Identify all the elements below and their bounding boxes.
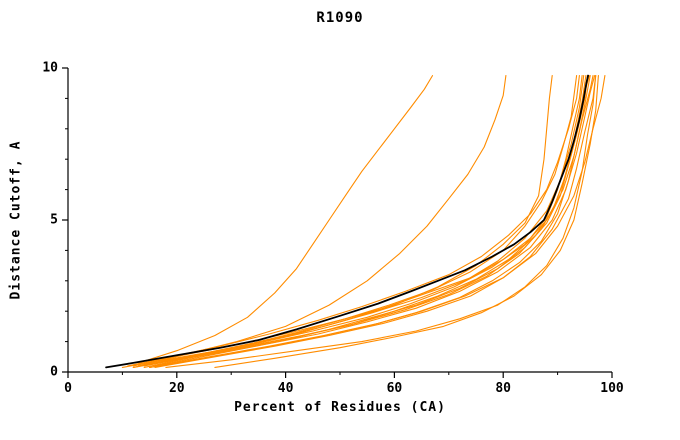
- series-model-13: [149, 75, 606, 368]
- x-axis-label: Percent of Residues (CA): [234, 400, 446, 415]
- y-tick-label: 10: [42, 61, 58, 76]
- series-model-01: [121, 75, 583, 368]
- series-model-16: [138, 75, 434, 364]
- series-model-08: [214, 75, 599, 368]
- x-tick-label: 20: [169, 381, 185, 396]
- series-model-15: [154, 75, 596, 367]
- series-model-04: [149, 75, 591, 368]
- series-model-14: [132, 75, 585, 368]
- x-tick-label: 100: [600, 381, 624, 396]
- series-reference: [105, 74, 589, 369]
- x-tick-label: 60: [387, 381, 403, 396]
- x-tick-label: 40: [278, 381, 294, 396]
- y-tick-label: 5: [50, 213, 58, 228]
- x-tick-label: 80: [495, 381, 511, 396]
- y-tick-label: 0: [50, 365, 58, 380]
- series-model-05: [138, 75, 587, 367]
- series-model-11: [143, 75, 594, 367]
- chart-title: R1090: [316, 10, 364, 26]
- x-tick-label: 0: [64, 381, 72, 396]
- series-model-17: [143, 75, 507, 365]
